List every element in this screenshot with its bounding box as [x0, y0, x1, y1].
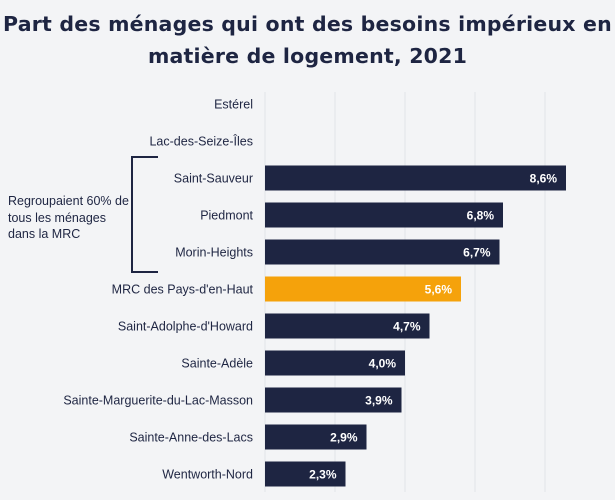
group-bracket	[131, 156, 158, 273]
group-annotation-line-2: tous les ménages	[8, 210, 106, 225]
bars	[265, 165, 566, 487]
value-label-sainte-anne-des-lacs: 2,9%	[330, 431, 358, 445]
group-bracket-line	[131, 156, 158, 273]
group-annotation: Regroupaient 60% de tous les ménages dan…	[8, 193, 132, 243]
value-label-sainte-marguerite-du-lac-masson: 3,9%	[365, 394, 393, 408]
group-annotation-line-3: dans la MRC	[8, 227, 81, 241]
bar-piedmont	[265, 202, 503, 228]
bar-sainte-anne-des-lacs	[265, 424, 367, 450]
category-label-wentworth-nord: Wentworth-Nord	[162, 468, 253, 482]
category-label-mrc-des-pays-d-en-haut: MRC des Pays-d'en-Haut	[112, 283, 254, 297]
bar-wentworth-nord	[265, 461, 346, 487]
value-label-mrc-des-pays-d-en-haut: 5,6%	[425, 283, 453, 297]
bar-saint-sauveur	[265, 165, 566, 191]
group-annotation-line-1: Regroupaient 60% de	[8, 194, 129, 208]
category-label-morin-heights: Morin-Heights	[175, 246, 253, 260]
value-labels: 8,6% 6,8% 6,7% 5,6% 4,7% 4,0% 3,9% 2,9% 2,3%	[309, 172, 557, 482]
category-label-saint-adolphe-d-howard: Saint-Adolphe-d'Howard	[118, 320, 253, 334]
value-label-sainte-adele: 4,0%	[369, 357, 397, 371]
category-label-piedmont: Piedmont	[200, 209, 253, 223]
category-label-esterel: Estérel	[214, 98, 253, 112]
value-label-piedmont: 6,8%	[467, 209, 495, 223]
value-label-wentworth-nord: 2,3%	[309, 468, 337, 482]
chart-title-line-1: Part des ménages qui ont des besoins imp…	[3, 12, 612, 36]
value-label-saint-adolphe-d-howard: 4,7%	[393, 320, 421, 334]
bar-sainte-marguerite-du-lac-masson	[265, 387, 402, 413]
category-label-saint-sauveur: Saint-Sauveur	[174, 172, 253, 186]
value-label-morin-heights: 6,7%	[463, 246, 491, 260]
category-label-sainte-marguerite-du-lac-masson: Sainte-Marguerite-du-Lac-Masson	[63, 394, 253, 408]
category-label-sainte-anne-des-lacs: Sainte-Anne-des-Lacs	[129, 431, 253, 445]
chart-title: Part des ménages qui ont des besoins imp…	[0, 8, 615, 72]
category-label-lac-des-seize-iles: Lac-des-Seize-Îles	[149, 134, 253, 149]
category-labels: Estérel Lac-des-Seize-Îles Saint-Sauveur Pi…	[63, 98, 253, 482]
bar-mrc-des-pays-d-en-haut	[265, 276, 461, 302]
bar-sainte-adele	[265, 350, 405, 376]
value-label-saint-sauveur: 8,6%	[530, 172, 558, 186]
chart-title-line-2: matière de logement, 2021	[147, 44, 468, 68]
category-label-sainte-adele: Sainte-Adèle	[181, 357, 253, 371]
bar-morin-heights	[265, 239, 500, 265]
bar-saint-adolphe-d-howard	[265, 313, 430, 339]
